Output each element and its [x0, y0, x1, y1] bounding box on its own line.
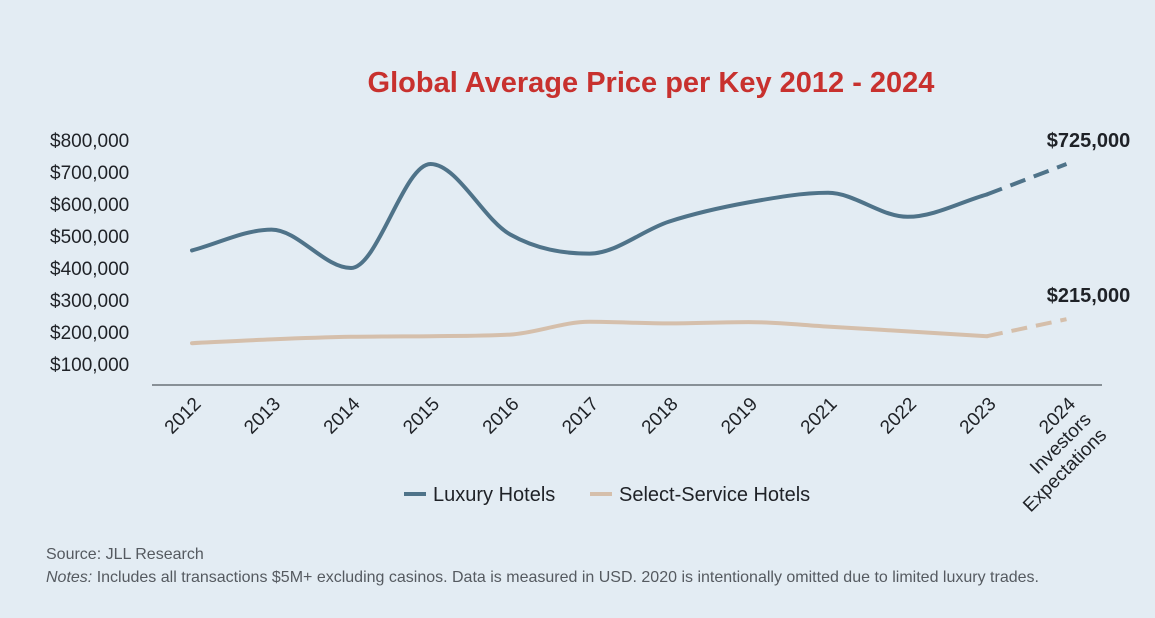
data-point-select-2012: [190, 341, 195, 346]
data-point-luxury-2023: [985, 192, 990, 197]
x-tick-label: 2013: [240, 394, 285, 439]
y-tick-label: $100,000: [50, 355, 129, 376]
y-tick-label: $300,000: [50, 291, 129, 312]
data-point-luxury-2021: [826, 190, 831, 195]
series-line-luxury: [190, 162, 989, 270]
data-point-select-2014: [349, 334, 354, 339]
y-tick-label: $700,000: [50, 163, 129, 184]
data-point-luxury-2022: [905, 214, 910, 219]
chart-title: Global Average Price per Key 2012 - 2024: [368, 67, 935, 99]
data-point-select-2024: [1064, 317, 1069, 322]
x-tick-label: 2023: [956, 394, 1001, 439]
y-tick-label: $500,000: [50, 227, 129, 248]
y-tick-label: $400,000: [50, 259, 129, 280]
x-tick-label: 2012: [161, 394, 206, 439]
legend-label-luxury: Luxury Hotels: [433, 484, 555, 506]
data-point-select-2021: [826, 324, 831, 329]
data-point-select-2016: [508, 332, 513, 337]
series-projection-luxury: [986, 162, 1068, 197]
data-point-select-2015: [428, 334, 433, 339]
x-tick-label: 2017: [558, 394, 603, 439]
series-line-select: [190, 319, 989, 346]
data-point-luxury-2016: [508, 232, 513, 237]
x-tick-label: 2018: [638, 394, 683, 439]
y-axis-labels: $100,000 $200,000 $300,000 $400,000 $500,000…: [50, 131, 129, 376]
legend: Luxury Hotels Select-Service Hotels: [404, 484, 810, 506]
x-tick-label: 2019: [717, 394, 762, 439]
data-point-select-2022: [905, 329, 910, 334]
data-point-luxury-2013: [269, 227, 274, 232]
data-point-select-2018: [667, 321, 672, 326]
data-point-luxury-2018: [667, 219, 672, 224]
data-point-luxury-2012: [190, 248, 195, 253]
data-point-select-2013: [269, 337, 274, 342]
data-point-luxury-2019: [746, 200, 751, 205]
data-point-luxury-2024: [1064, 162, 1069, 167]
data-point-select-2017: [587, 319, 592, 324]
series-lines: [190, 162, 1069, 346]
x-tick-label: 2024InvestorsExpectations: [988, 393, 1111, 516]
x-tick-label: 2021: [797, 394, 842, 439]
series-end-labels: $725,000 $215,000: [1047, 130, 1130, 307]
notes-prefix: Notes:: [46, 569, 93, 586]
end-label-select: $215,000: [1047, 285, 1130, 307]
legend-label-select: Select-Service Hotels: [619, 484, 810, 506]
x-tick-label: 2014: [320, 393, 365, 438]
x-tick-label: 2015: [399, 394, 444, 439]
y-tick-label: $800,000: [50, 131, 129, 152]
notes: Notes: Includes all transactions $5M+ ex…: [46, 569, 1039, 587]
y-tick-label: $600,000: [50, 195, 129, 216]
x-tick-label: 2016: [479, 394, 524, 439]
data-point-select-2019: [746, 320, 751, 325]
series-projection-select: [986, 317, 1067, 339]
source-note: Source: JLL Research: [46, 546, 204, 563]
data-point-luxury-2017: [587, 251, 592, 256]
data-point-luxury-2014: [349, 266, 354, 271]
y-tick-label: $200,000: [50, 323, 129, 344]
data-point-luxury-2015: [428, 162, 433, 167]
x-tick-label: 2022: [876, 394, 921, 439]
notes-text: Includes all transactions $5M+ excluding…: [92, 569, 1039, 586]
end-label-luxury: $725,000: [1047, 130, 1130, 152]
data-point-select-2023: [985, 334, 990, 339]
